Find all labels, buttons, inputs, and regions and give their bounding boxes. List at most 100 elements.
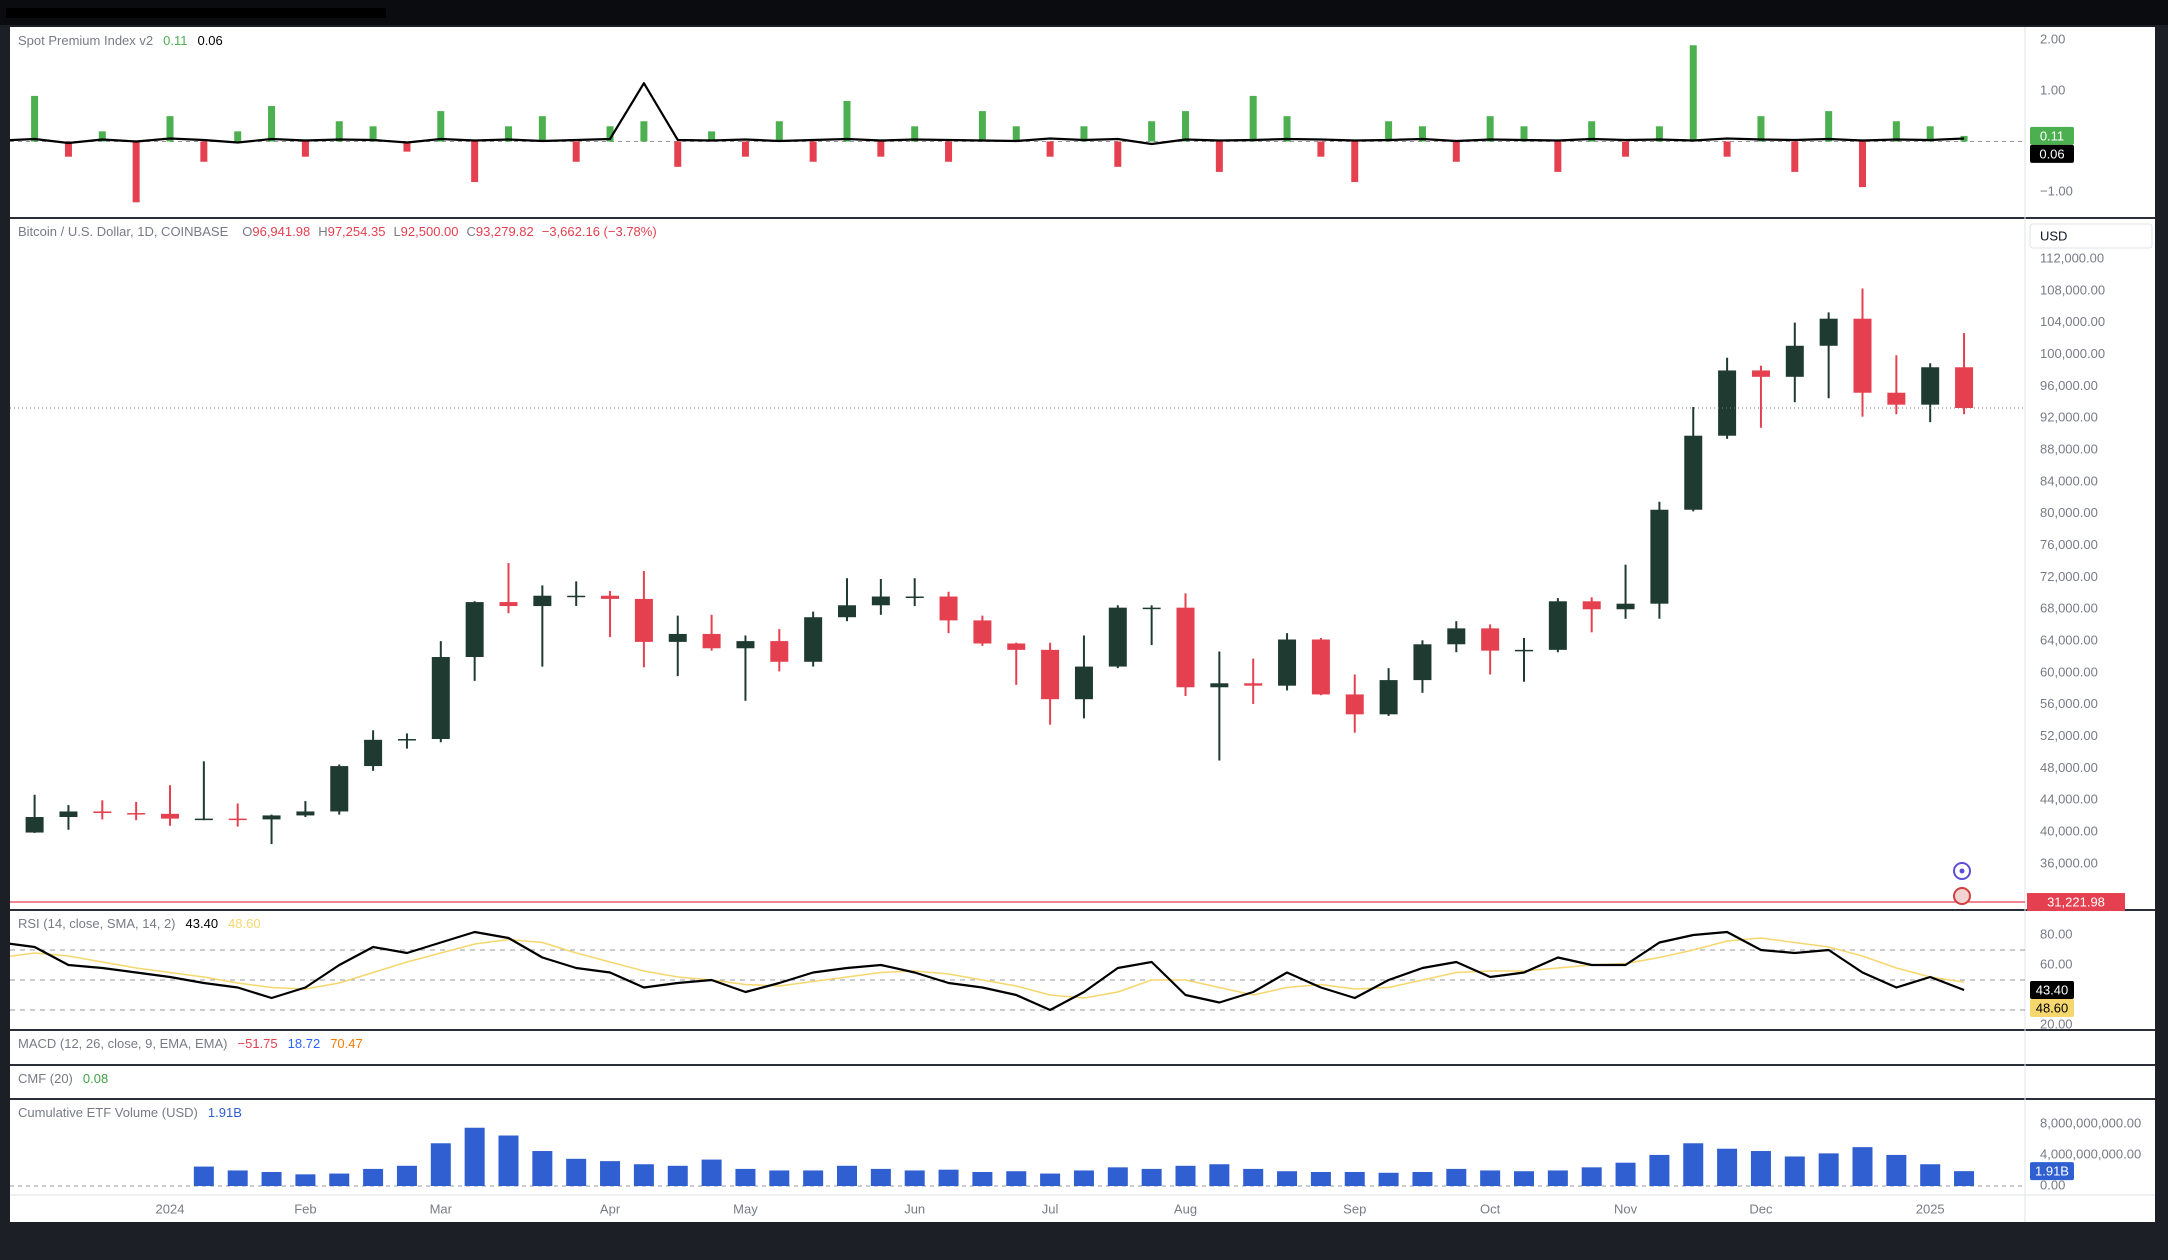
y-tick-label: 60.00 [2040,956,2073,971]
bar [234,131,242,142]
candle-body [194,818,213,821]
pane-legend: RSI (14, close, SMA, 14, 2) 43.40 48.60 [18,916,261,931]
bar [1655,126,1663,142]
y-tick-label: 48,000.00 [2040,760,2098,775]
bar [1554,141,1562,172]
candle-body [1142,607,1161,610]
candle-body [1582,601,1601,610]
bar [1683,1143,1704,1186]
bar [505,126,512,142]
bar [1520,126,1528,142]
bar [877,141,885,157]
legend-value: 0.08 [83,1071,108,1086]
candle-body [364,739,383,767]
candle-body [1413,644,1432,681]
bar [98,131,106,142]
y-tick-label: 104,000.00 [2040,314,2105,329]
bar [1277,1171,1298,1186]
y-tick-label: 56,000.00 [2040,696,2098,711]
pane-legend: Spot Premium Index v2 0.11 0.06 [18,33,223,48]
bar [1080,126,1088,142]
bar [837,1165,857,1186]
economic-event-icon[interactable] [1953,887,1971,905]
ohlc-key: H [318,224,327,239]
candle-body [973,620,992,644]
bar [1243,1168,1264,1186]
axes: Spot Premium Index v2 0.11 0.06 2.00 1.00 −1.… [18,32,2153,1216]
value-box [2030,126,2074,145]
candle-body [397,739,416,741]
bar [498,1135,519,1186]
ohlc-key: C [467,224,476,239]
candle-body [871,596,890,606]
redacted-text [6,8,386,18]
bar [1351,141,1359,183]
bar [606,126,614,142]
x-tick-label: Feb [294,1201,316,1216]
bar [735,1168,756,1186]
bar [1012,126,1020,142]
bar [809,141,817,162]
y-tick-label: 76,000.00 [2040,537,2098,552]
candle-body [1041,649,1060,700]
y-tick-label: 60,000.00 [2040,664,2098,679]
y-tick-label: −1.00 [2040,184,2073,199]
bar [31,95,39,142]
candle-body [1955,367,1974,409]
candle-body [431,657,450,740]
bar [464,1127,485,1186]
bar [1486,116,1494,142]
bar [430,1143,451,1186]
x-tick-label: Jul [1042,1201,1059,1216]
legend-title: RSI (14, close, SMA, 14, 2) [18,916,176,931]
bar [1412,1172,1433,1186]
bar [708,131,716,142]
bar [1886,1154,1907,1186]
candle-body [1515,649,1533,652]
bar [532,1151,553,1186]
bar [1818,1153,1839,1186]
pane-legend: Bitcoin / U.S. Dollar, 1D, COINBASE O96,9… [18,224,657,239]
y-tick-label: 52,000.00 [2040,728,2098,743]
x-tick-label: Oct [1480,1201,1501,1216]
bar [1547,1170,1568,1186]
candle-body [736,641,755,649]
ohlc-key: O [242,224,252,239]
bar [1215,141,1223,172]
bar [1920,1164,1941,1186]
bar [396,1165,417,1186]
value-box [2030,980,2074,999]
candle-body [1650,509,1669,604]
bar [1452,141,1460,162]
bar [1588,121,1596,142]
bar [1182,111,1189,142]
bar [261,1172,282,1186]
candle-body [668,633,687,642]
legend-value: 0.11 [163,33,187,48]
ohlc-key: L [393,224,400,239]
bar [904,1170,925,1186]
candle-body [1751,370,1770,377]
candle-body [127,813,146,815]
series-line [10,82,1965,146]
legend-title: MACD (12, 26, close, 9, EMA, EMA) [18,1036,228,1051]
candle-body [1345,694,1364,715]
bar [775,121,783,142]
candle-body [1616,603,1635,610]
y-tick-label: 36,000.00 [2040,855,2098,870]
y-tick-label: 80,000.00 [2040,505,2098,520]
bar [301,141,309,157]
y-tick-label: 100,000.00 [2040,346,2105,361]
value-box-label: 0.11 [2040,128,2064,143]
candle-body [262,815,281,820]
bar [1310,1172,1331,1186]
bar [1649,1154,1670,1186]
candle-body [567,595,586,598]
legend-value: 43.40 [186,916,219,931]
legend-title: Spot Premium Index v2 [18,33,153,48]
value-box [2030,144,2074,163]
x-tick-label: Jun [904,1201,925,1216]
bar [200,141,208,162]
price-line-label: 31,221.98 [2047,894,2105,909]
